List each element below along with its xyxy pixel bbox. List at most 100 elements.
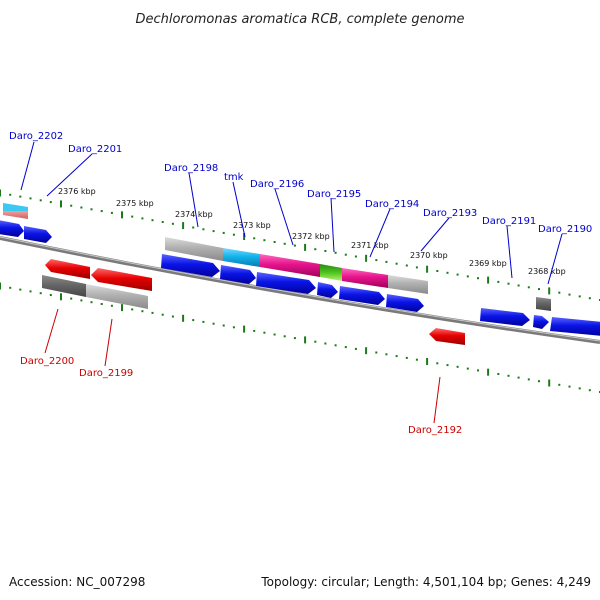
scale-major-tick (365, 254, 368, 262)
scale-dot (222, 324, 225, 327)
scale-dot (578, 295, 581, 298)
scale-major-tick (487, 276, 490, 284)
scale-dot (80, 206, 83, 209)
scale-dot (263, 239, 266, 242)
scale-dot (558, 291, 561, 294)
scale-dot (405, 356, 408, 359)
kbp-label-2376: 2376 kbp (58, 187, 96, 196)
scale-dot (466, 275, 469, 278)
scale-dot (110, 211, 113, 214)
gene-label-daro-2193: Daro_2193 (423, 208, 477, 219)
scale-dot (263, 331, 266, 334)
scale-dot (232, 233, 235, 236)
genome-backbone (0, 236, 600, 344)
scale-dot (273, 241, 276, 243)
scale-major-tick (0, 189, 1, 197)
scale-dot (497, 373, 500, 375)
scale-dot (395, 262, 398, 265)
scale-major-tick (60, 200, 62, 208)
scale-dot (293, 337, 296, 340)
scale-dot (456, 365, 459, 368)
scale-dot (70, 204, 73, 207)
gene-tmk-bar (223, 248, 260, 267)
scale-dot (222, 231, 225, 234)
scale-major-tick (426, 265, 429, 273)
scale-dot (344, 253, 347, 256)
kbp-label-2370: 2370 kbp (410, 251, 448, 260)
scale-dot (588, 389, 591, 392)
scale-dot (100, 303, 103, 305)
gene-track-forward (0, 220, 600, 336)
label-leader-lines (20, 141, 563, 424)
scale-dot (293, 244, 296, 247)
scale-major-tick (243, 233, 246, 240)
scale-dot (151, 219, 154, 222)
gene-label-tmk: tmk (224, 172, 244, 183)
gene-arrow (24, 226, 52, 243)
genome-backbone-highlight (0, 236, 600, 342)
scale-dot (517, 376, 520, 379)
scale-dot (29, 290, 32, 293)
gene-label-daro-2194: Daro_2194 (365, 199, 419, 210)
scale-dot (527, 286, 530, 289)
scale-dot (202, 228, 205, 231)
gene-daro-2190-bar (536, 297, 551, 311)
scale-dot (334, 344, 337, 347)
map-title: Dechloromonas aromatica RCB, complete ge… (135, 12, 464, 27)
scale-dot (588, 297, 591, 300)
scale-dot (141, 217, 144, 220)
scale-dot (395, 355, 398, 358)
scale-dot (507, 374, 510, 377)
scale-dot (192, 319, 195, 322)
scale-major-tick (487, 368, 490, 376)
scale-dot (436, 362, 439, 365)
scale-dot (90, 301, 93, 304)
gene-daro-2199-bar (86, 284, 148, 309)
scale-dot (477, 369, 479, 372)
scale-dot (507, 282, 510, 285)
gene-label-daro-2191: Daro_2191 (482, 216, 536, 227)
scale-major-tick (548, 379, 551, 387)
gene-label-daro-2192: Daro_2192 (408, 425, 462, 436)
scale-major-tick (548, 287, 551, 295)
scale-dot (151, 311, 154, 314)
scale-dot (375, 259, 378, 262)
scale-dot (192, 226, 195, 229)
gene-arrow (480, 308, 530, 326)
scale-dot (90, 208, 93, 211)
scale-dot (273, 333, 276, 336)
gene-arrow (45, 259, 90, 279)
gene-label-daro-2199: Daro_2199 (79, 368, 133, 379)
gene-arrow (91, 268, 152, 291)
gene-label-daro-2190: Daro_2190 (538, 224, 592, 235)
scale-dot (283, 242, 286, 245)
kbp-label-2373: 2373 kbp (233, 221, 271, 230)
scale-dot (446, 364, 449, 367)
gene-label-daro-2202: Daro_2202 (9, 131, 63, 142)
gene-arrow (161, 254, 220, 277)
scale-dot (344, 346, 347, 349)
scale-dot (456, 273, 459, 276)
scale-dot (324, 250, 327, 252)
gene-arrow (386, 294, 424, 312)
gene-label-daro-2200: Daro_2200 (20, 356, 74, 367)
scale-dot (385, 353, 388, 356)
scale-track-upper (0, 189, 600, 301)
scale-dot (314, 340, 317, 343)
scale-dot (538, 380, 540, 383)
gene-label-daro-2198: Daro_2198 (164, 163, 218, 174)
gene-daro-2195-bar (320, 264, 342, 281)
scale-major-tick (60, 293, 62, 301)
scale-dot (538, 288, 540, 291)
scale-dot (19, 195, 22, 198)
gene-arrow (533, 315, 549, 329)
scale-dot (161, 313, 164, 316)
gene-daro-2200-bar (42, 275, 86, 297)
scale-dot (385, 260, 388, 263)
scale-dot (161, 221, 164, 223)
scale-dot (131, 215, 134, 218)
scale-dot (141, 310, 144, 313)
scale-major-tick (365, 347, 368, 355)
gene-arrow (0, 220, 24, 237)
scale-dot (497, 280, 500, 283)
